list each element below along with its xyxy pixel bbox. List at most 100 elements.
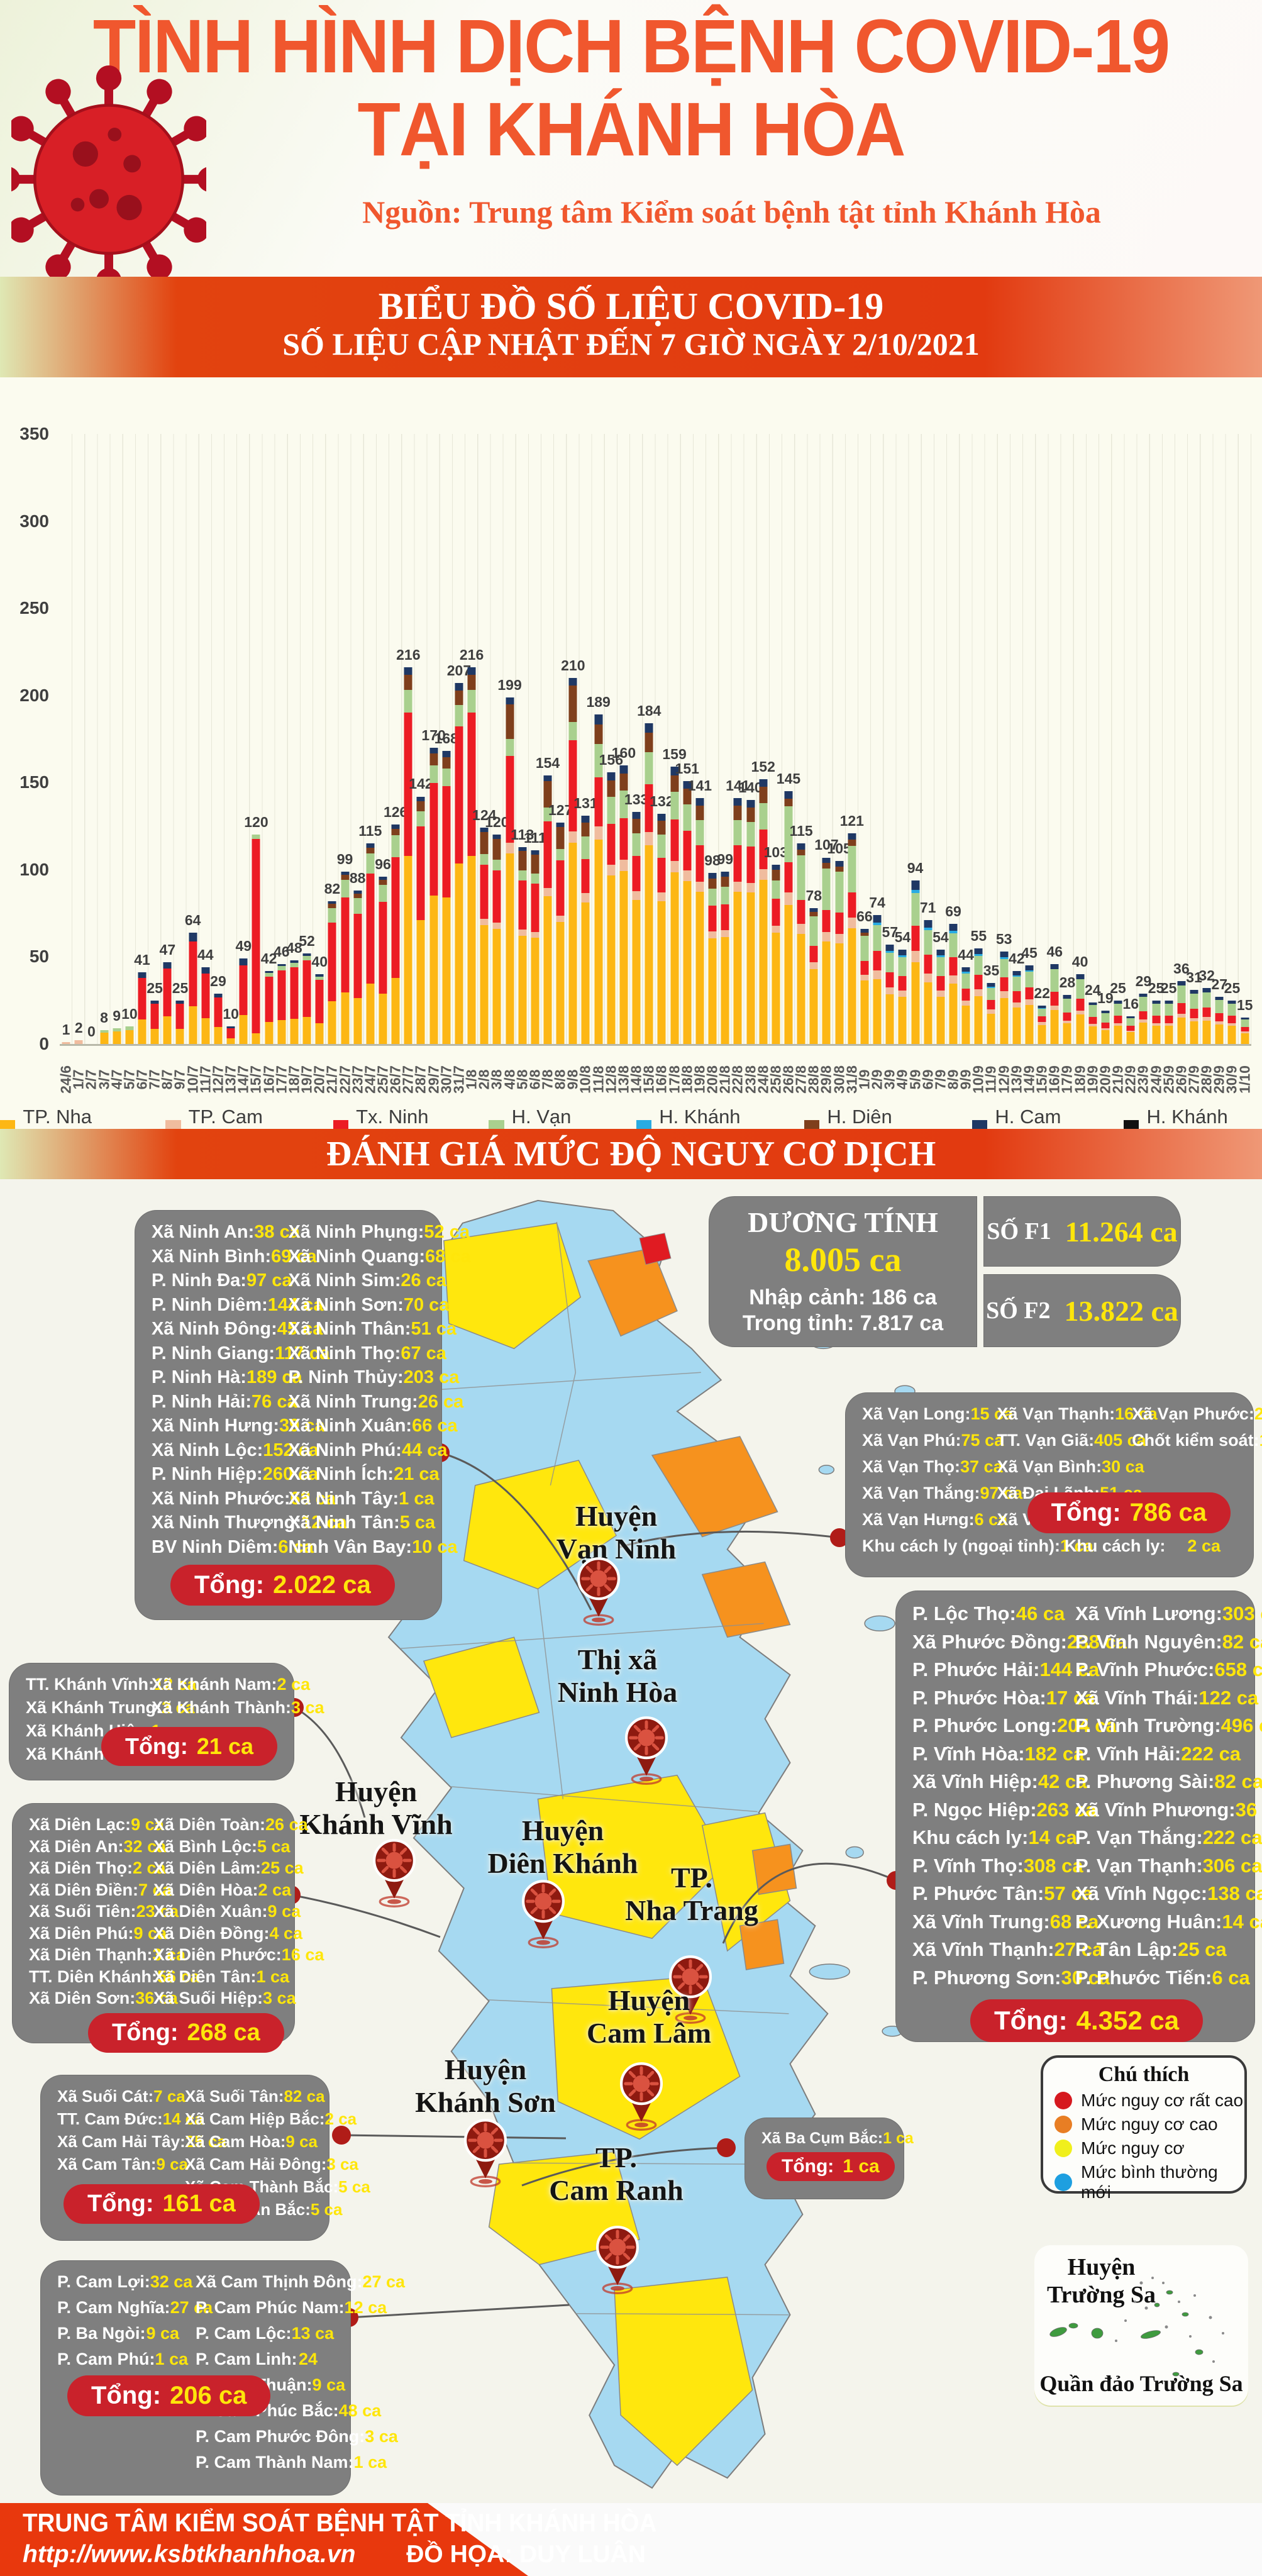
bar-segment-ninhhoa	[936, 976, 945, 991]
stat-row: P. Phước Hải:144 caP. Vĩnh Phước:658 ca	[912, 1658, 1262, 1687]
ninh-hoa-total: Tổng: 2.022 ca	[170, 1565, 395, 1606]
bar-value-label: 49	[235, 938, 252, 955]
stacked-bar	[366, 843, 375, 1044]
case-count: 9 ca	[146, 2324, 179, 2343]
chart-banner-title: BIỂU ĐỒ SỐ LIỆU COVID-19	[378, 286, 884, 327]
bar-segment-nhatrang	[568, 842, 577, 1044]
locality-name: Ninh Vân Bay:	[288, 1536, 412, 1557]
bar-slot: 54	[895, 434, 911, 1044]
stacked-bar	[784, 791, 793, 1044]
stacked-bar	[1202, 988, 1211, 1044]
positive-label: DƯƠNG TÍNH	[748, 1206, 938, 1238]
locality-name: Xã Ninh Sim:	[288, 1270, 401, 1291]
bar-segment-camlam	[315, 974, 324, 977]
bar-segment-vanninh	[416, 811, 425, 826]
stacked-bar	[759, 779, 768, 1044]
bar-segment-nhatrang	[1177, 1018, 1186, 1044]
locality-name: Xã Diên Xuân:	[153, 1902, 268, 1921]
case-count: 2 ca	[162, 1698, 195, 1717]
stat-cell: P. Tân Lập: 25 ca	[1075, 1938, 1238, 1967]
stat-row: Khu cách ly: 14 ca P. Vạn Thắng: 222 ca	[912, 1826, 1262, 1855]
bar-value-label: 25	[147, 979, 163, 996]
bar-value-label: 82	[324, 880, 341, 897]
bar-segment-ninhhoa	[277, 970, 286, 1020]
bar-segment-camlam	[518, 847, 527, 852]
bar-segment-vanninh	[1152, 1003, 1161, 1016]
risk-label: Mức nguy cơ rất cao	[1081, 2090, 1244, 2110]
bar-value-label: 78	[805, 887, 822, 904]
bar-slot: 52	[299, 434, 315, 1044]
bar-segment-ninhhoa	[1139, 1011, 1148, 1020]
bar-segment-camlam	[1152, 1000, 1161, 1004]
bar-slot: 25	[1110, 434, 1126, 1044]
locality-name: Xã Vĩnh Phương:	[1075, 1798, 1236, 1821]
bar-segment-nhatrang	[809, 969, 818, 1044]
stat-cell: Xã Cam Hòa: 9 ca	[185, 2132, 318, 2155]
bar-segment-vanninh	[911, 893, 920, 926]
bar-segment-nhatrang	[113, 1031, 121, 1044]
y-tick-label: 350	[19, 424, 49, 443]
bar-segment-camranh	[556, 915, 565, 923]
bar-segment-vanninh	[1177, 985, 1186, 1004]
stat-row: P. Cam Lợi: 32 ca Xã Cam Thịnh Đông: 27 ca	[57, 2272, 405, 2298]
stacked-bar	[467, 667, 476, 1044]
bar-value-label: 29	[210, 972, 226, 989]
positive-cases-box: DƯƠNG TÍNH 8.005 ca Nhập cảnh: 186 ca Tr…	[709, 1197, 977, 1346]
bar-segment-vanninh	[1101, 1013, 1110, 1023]
bar-segment-nhatrang	[797, 933, 805, 1044]
stat-cell: P. Vĩnh Hòa: 182 ca	[912, 1743, 1084, 1771]
case-count: 9 ca	[312, 2375, 346, 2394]
case-count: 3 ca	[152, 1945, 186, 1964]
bar-segment-ninhhoa	[619, 818, 628, 860]
stacked-bar	[480, 828, 489, 1044]
bar-value-label: 168	[434, 730, 458, 747]
bar-segment-ninhhoa	[163, 969, 172, 1016]
bar-segment-dienkhanh	[645, 733, 653, 752]
risk-dot-icon	[1054, 2174, 1072, 2191]
stat-cell: Xã Ninh An: 38 ca	[152, 1222, 300, 1246]
stacked-bar	[974, 948, 983, 1044]
stacked-bar	[898, 950, 907, 1044]
stat-cell: Xã Vạn Thạnh: 16 ca	[997, 1404, 1158, 1431]
locality-name: P. Cam Lộc:	[196, 2324, 292, 2343]
bar-segment-nhatrang	[961, 1006, 970, 1044]
stat-cell: Xã Vĩnh Hiệp: 42 ca	[912, 1770, 1087, 1799]
stat-row: Xã Diên Phú: 9 ca Xã Diên Đồng: 4 ca	[29, 1924, 302, 1946]
stat-cell: P. Cam Nghĩa: 27 ca	[57, 2298, 213, 2324]
map-label-vạn-ninh: Huyện Vạn Ninh	[556, 1500, 677, 1565]
locality-name: Xã Ninh Xuân:	[288, 1416, 412, 1436]
stacked-bar	[797, 843, 805, 1044]
stat-cell: Xã Vĩnh Trung: 68 ca	[912, 1911, 1099, 1939]
stacked-bar	[125, 1026, 134, 1044]
bar-segment-vanninh	[353, 898, 362, 914]
stat-cell: Xã Vạn Hưng: 6 ca	[862, 1510, 1007, 1536]
cam-ranh-stats-box: P. Cam Lợi: 32 ca Xã Cam Thịnh Đông: 27 ca P…	[41, 2261, 405, 2495]
bar-segment-ninhhoa	[531, 883, 540, 932]
bar-segment-ninhhoa	[1215, 1013, 1224, 1022]
stat-cell	[57, 2427, 196, 2453]
bar-segment-nhatrang	[531, 937, 540, 1044]
stacked-bar	[1139, 993, 1148, 1044]
van-ninh-stats-box: Xã Vạn Long: 15 ca Xã Vạn Thạnh: 16 ca Xã Vạ…	[846, 1393, 1262, 1577]
bar-segment-vanninh	[328, 908, 336, 923]
case-count: 44 ca	[401, 1440, 448, 1460]
stacked-bar	[1038, 1006, 1046, 1044]
bar-segment-camranh	[670, 861, 679, 872]
bar-segment-camranh	[784, 892, 793, 905]
van-ninh-total: Tổng: 786 ca	[1027, 1492, 1231, 1533]
bar-segment-dienkhanh	[543, 780, 552, 808]
bar-segment-vanninh	[379, 885, 387, 902]
locality-name: P. Lộc Thọ:	[912, 1602, 1016, 1624]
stat-cell: Xã Vĩnh Thái: 122 ca	[1075, 1687, 1258, 1715]
bar-value-label: 44	[197, 947, 214, 963]
bar-segment-khanhvinh	[898, 955, 907, 958]
bar-segment-vanninh	[645, 752, 653, 784]
stacked-bar	[492, 835, 501, 1044]
bar-slot: 216	[460, 434, 484, 1044]
bar-segment-camranh	[506, 843, 514, 853]
bar-segment-camlam	[1012, 970, 1021, 975]
case-count: 1 ca	[1259, 1431, 1262, 1450]
bar-segment-camranh	[873, 970, 882, 980]
case-count: 263 ca	[1036, 1798, 1097, 1821]
stat-cell: Xã Vạn Thắng: 97 ca	[862, 1484, 1022, 1510]
